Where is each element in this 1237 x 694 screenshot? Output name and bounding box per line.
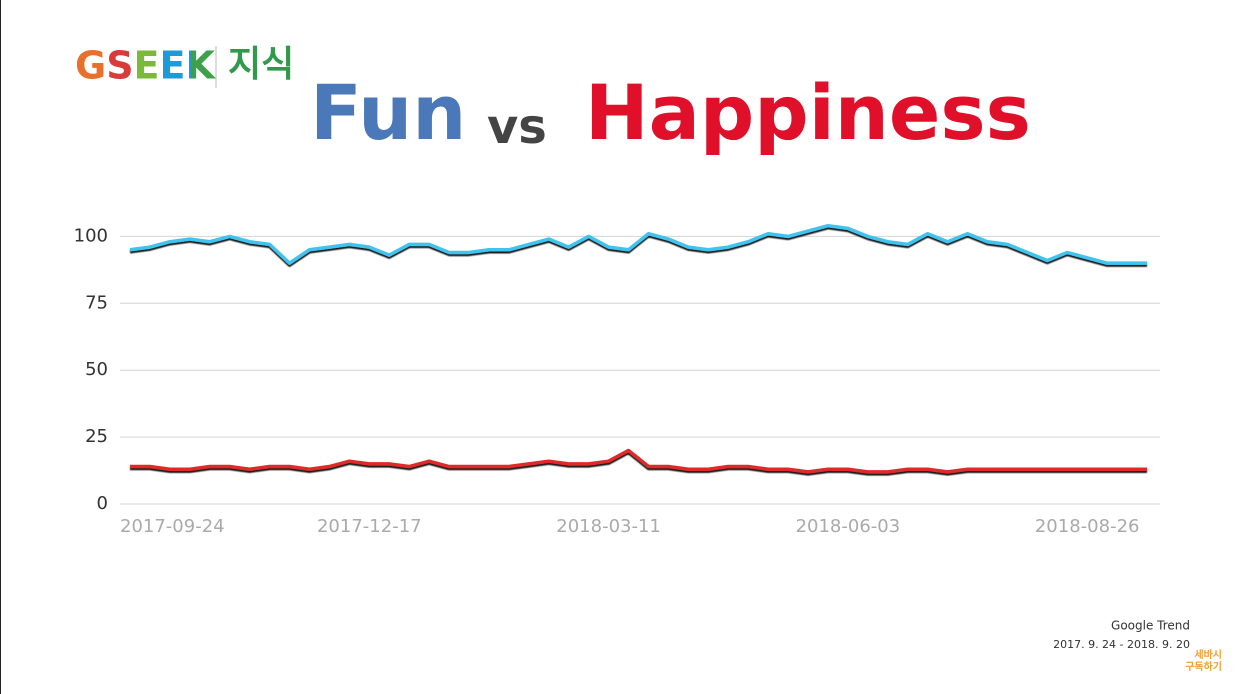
title-vs: vs	[487, 99, 547, 155]
logo-sub: 지식	[228, 44, 294, 85]
y-tick-label: 25	[85, 426, 108, 447]
badge: 구독하기	[1185, 660, 1222, 673]
title-fun: Fun	[310, 68, 466, 157]
title-happiness: Happiness	[585, 68, 1031, 157]
x-tick-label: 2017-12-17	[317, 516, 422, 537]
logo: GSEEK	[75, 44, 216, 88]
y-tick-label: 100	[74, 225, 108, 246]
line-series	[129, 223, 1147, 265]
source: Google Trend	[1111, 619, 1190, 633]
x-tick-label: 2017-09-24	[120, 516, 225, 537]
period: 2017. 9. 24 - 2018. 9. 20	[1053, 638, 1190, 651]
y-tick-label: 75	[85, 292, 108, 313]
x-tick-label: 2018-03-11	[556, 516, 661, 537]
x-tick-label: 2018-08-26	[1035, 516, 1140, 537]
badge: 세바시	[1194, 648, 1222, 661]
line-series	[130, 448, 1147, 474]
y-tick-label: 50	[85, 359, 108, 380]
x-tick-label: 2018-06-03	[796, 516, 901, 537]
y-tick-label: 0	[97, 493, 108, 514]
